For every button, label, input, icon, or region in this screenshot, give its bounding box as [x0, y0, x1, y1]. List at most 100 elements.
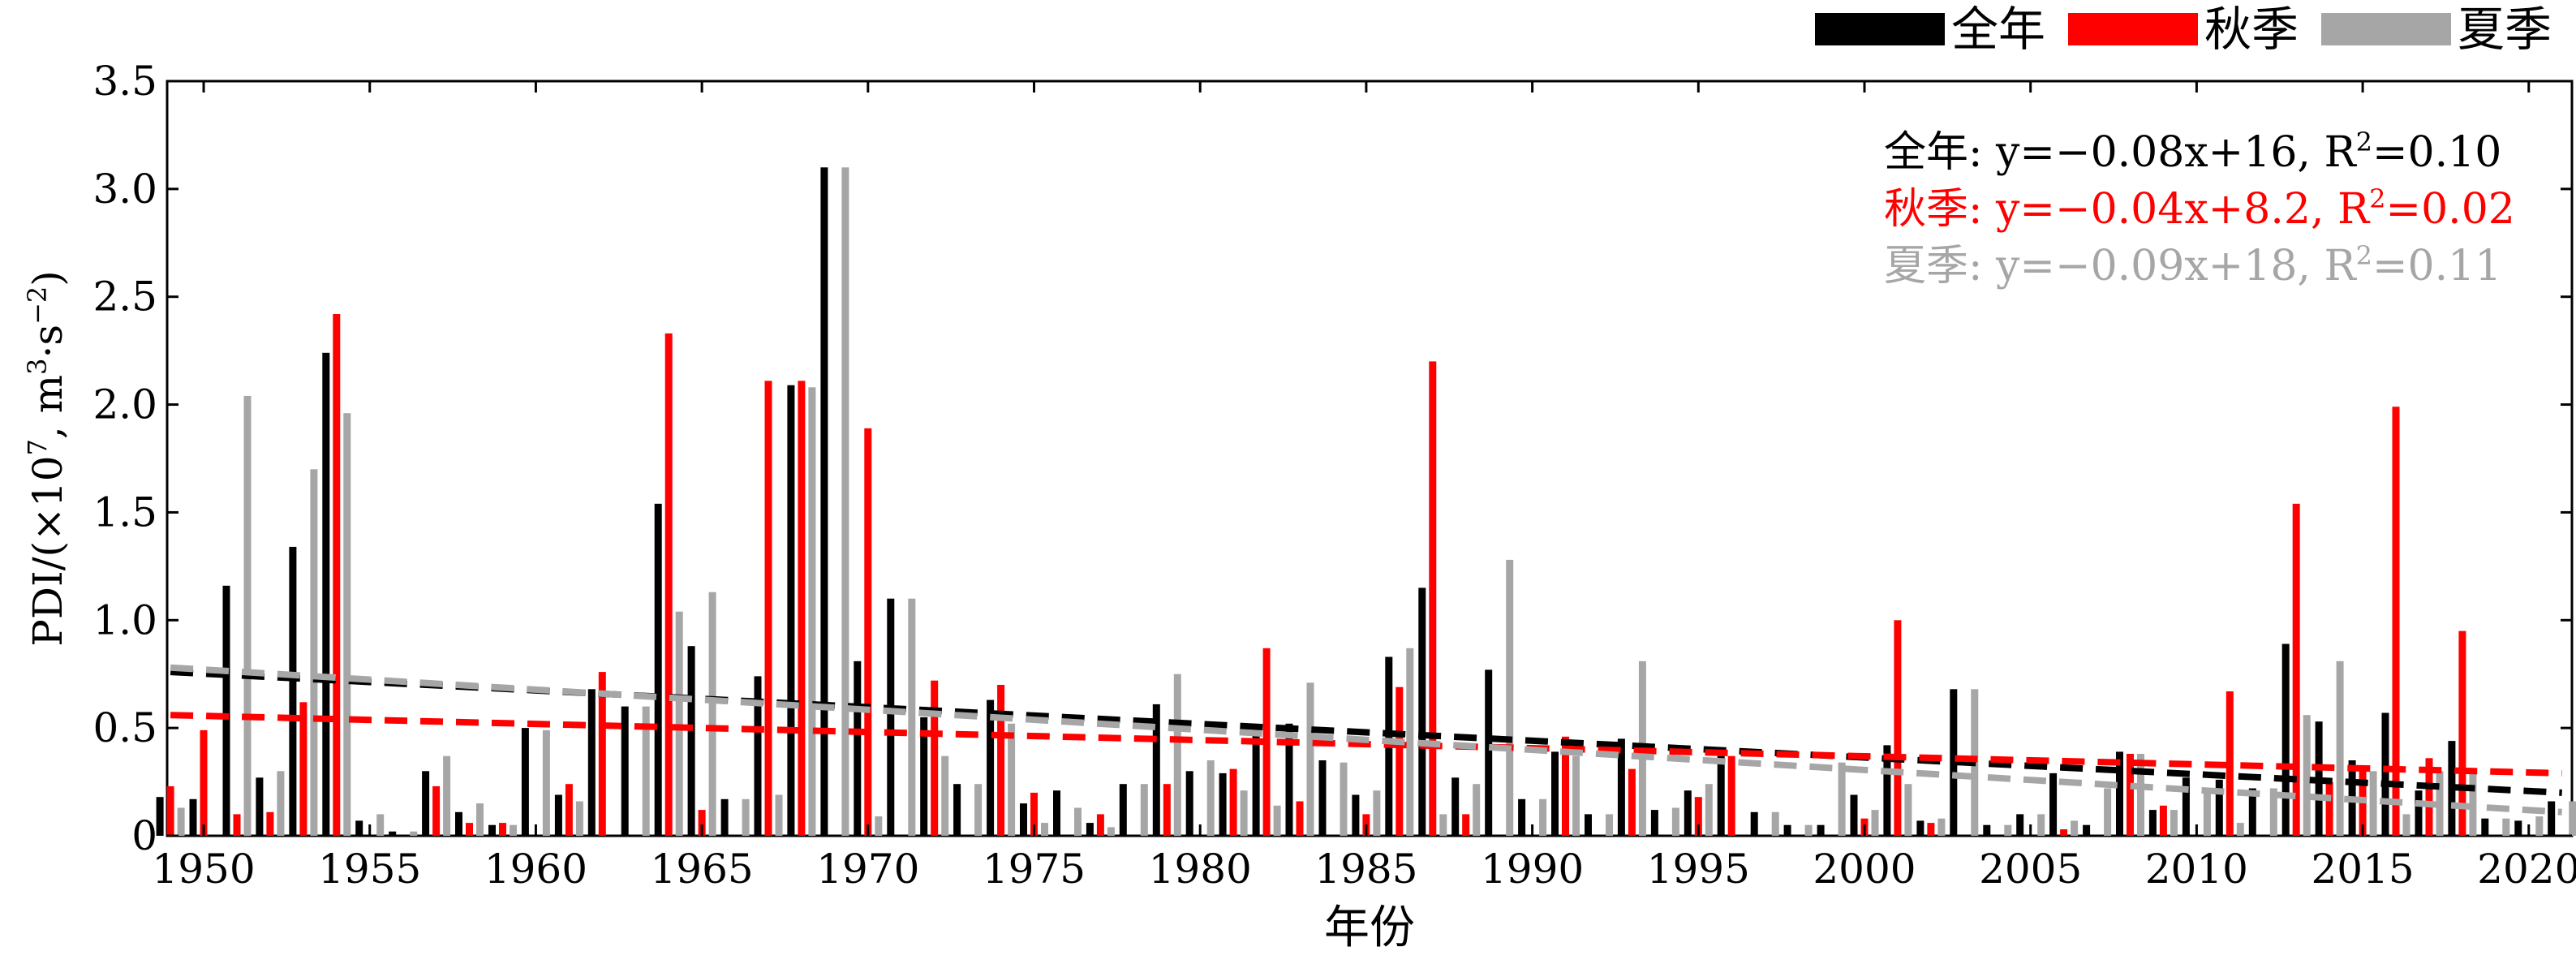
bar-秋季-1979 — [1163, 784, 1171, 836]
bar-秋季-1981 — [1229, 768, 1237, 836]
legend: 全年 秋季 夏季 — [1792, 3, 2552, 55]
bar-秋季-1996 — [1727, 755, 1735, 836]
bar-秋季-1982 — [1262, 648, 1271, 836]
bar-全年-2011 — [2215, 779, 2223, 836]
bar-全年-1989 — [1485, 669, 1493, 836]
legend-item-annual: 全年 — [1814, 3, 2045, 55]
bar-全年-1990 — [1518, 798, 1526, 836]
bar-夏季-1963 — [642, 706, 650, 836]
bar-夏季-1981 — [1240, 790, 1248, 836]
bar-秋季-2018 — [2458, 630, 2466, 836]
bar-夏季-2008 — [2137, 754, 2144, 836]
bar-全年-1982 — [1252, 728, 1260, 836]
legend-swatch-summer — [2320, 13, 2451, 45]
bar-夏季-1997 — [1771, 811, 1779, 836]
bar-夏季-2015 — [2369, 771, 2377, 836]
bar-夏季-1979 — [1173, 674, 1181, 836]
bar-夏季-2011 — [2236, 823, 2244, 836]
bar-全年-1978 — [1119, 784, 1127, 836]
legend-item-autumn: 秋季 — [2067, 3, 2299, 55]
bar-全年-1959 — [488, 824, 496, 836]
bar-夏季-1959 — [510, 824, 517, 836]
bar-全年-1963 — [621, 706, 629, 836]
bar-夏季-2001 — [1904, 784, 1912, 836]
bar-秋季-1962 — [598, 672, 606, 836]
bar-全年-2021 — [2548, 801, 2556, 836]
bar-夏季-1964 — [675, 611, 683, 836]
x-tick-label: 1985 — [1314, 846, 1417, 893]
y-tick-label: 3.0 — [92, 166, 157, 213]
bar-全年-1951 — [222, 585, 230, 836]
bar-全年-1953 — [289, 546, 297, 836]
bar-全年-1998 — [1783, 824, 1791, 836]
bar-全年-1964 — [654, 503, 662, 836]
x-tick-label: 2010 — [2145, 846, 2248, 893]
bar-夏季-1988 — [1473, 784, 1481, 836]
bar-秋季-2015 — [2359, 771, 2367, 836]
bar-秋季-1988 — [1462, 814, 1470, 836]
bar-夏季-1960 — [542, 729, 550, 836]
bar-秋季-1987 — [1429, 361, 1437, 836]
x-tick-label: 2000 — [1813, 846, 1916, 893]
bar-夏季-2014 — [2336, 661, 2344, 836]
bar-全年-1987 — [1418, 587, 1426, 836]
bar-夏季-1955 — [376, 814, 385, 836]
bar-夏季-1973 — [974, 784, 983, 836]
bar-全年-1977 — [1086, 823, 1094, 836]
equation-annotation: 夏季: y=−0.09x+18, R2=0.11 — [1884, 240, 2501, 290]
bar-秋季-1950 — [200, 729, 208, 836]
bar-夏季-1987 — [1439, 814, 1447, 836]
bar-夏季-2021 — [2569, 801, 2576, 836]
bar-夏季-1952 — [277, 771, 285, 836]
bar-夏季-1954 — [343, 413, 351, 836]
bar-秋季-1959 — [499, 823, 506, 836]
bar-全年-1996 — [1717, 755, 1725, 836]
bar-夏季-1980 — [1206, 760, 1215, 836]
bar-夏季-1992 — [1606, 814, 1613, 836]
bar-全年-1994 — [1650, 810, 1658, 836]
bar-全年-2002 — [1916, 820, 1924, 836]
bar-夏季-2005 — [2037, 814, 2045, 836]
bar-全年-1984 — [1318, 760, 1327, 836]
trendline-夏季 — [170, 664, 2562, 816]
bar-夏季-2004 — [2004, 824, 2012, 836]
bar-夏季-1989 — [1506, 559, 1514, 836]
bar-夏季-1972 — [941, 755, 949, 836]
bar-秋季-2014 — [2325, 781, 2333, 836]
bar-全年-1960 — [521, 728, 529, 836]
bar-夏季-1970 — [875, 816, 883, 836]
bar-秋季-1954 — [333, 314, 341, 836]
bar-全年-2005 — [2016, 814, 2024, 836]
bar-全年-1975 — [1020, 803, 1027, 836]
bar-全年-1954 — [322, 352, 330, 836]
legend-swatch-annual — [1814, 13, 1945, 45]
bar-夏季-1991 — [1572, 755, 1580, 836]
bar-夏季-1975 — [1041, 823, 1048, 836]
bar-全年-1981 — [1219, 772, 1227, 836]
bar-夏季-1977 — [1107, 827, 1115, 836]
bar-全年-1966 — [720, 798, 729, 836]
bar-全年-1997 — [1750, 811, 1758, 836]
bar-全年-1970 — [854, 661, 862, 836]
bar-夏季-1986 — [1406, 648, 1414, 836]
x-tick-label: 2005 — [1979, 846, 2082, 893]
bar-夏季-1969 — [841, 167, 849, 837]
bar-夏季-1978 — [1140, 784, 1148, 836]
bar-夏季-1965 — [708, 592, 716, 836]
bar-全年-2020 — [2514, 820, 2522, 836]
bar-秋季-2017 — [2425, 758, 2433, 836]
bar-夏季-1998 — [1804, 824, 1813, 836]
bar-秋季-1993 — [1628, 768, 1636, 836]
y-tick-label: 0.5 — [92, 704, 157, 751]
bar-夏季-1999 — [1838, 762, 1846, 836]
bar-全年-1999 — [1817, 824, 1825, 836]
x-tick-label: 1960 — [484, 846, 587, 893]
equation-annotation: 秋季: y=−0.04x+8.2, R2=0.02 — [1884, 183, 2515, 234]
bar-夏季-1968 — [808, 387, 816, 836]
bar-全年-1968 — [787, 385, 795, 836]
bar-秋季-1991 — [1562, 736, 1569, 836]
legend-swatch-autumn — [2067, 13, 2198, 45]
x-axis-label: 年份 — [1324, 902, 1415, 954]
bar-全年-1991 — [1551, 751, 1559, 836]
legend-label-summer: 夏季 — [2457, 2, 2552, 57]
